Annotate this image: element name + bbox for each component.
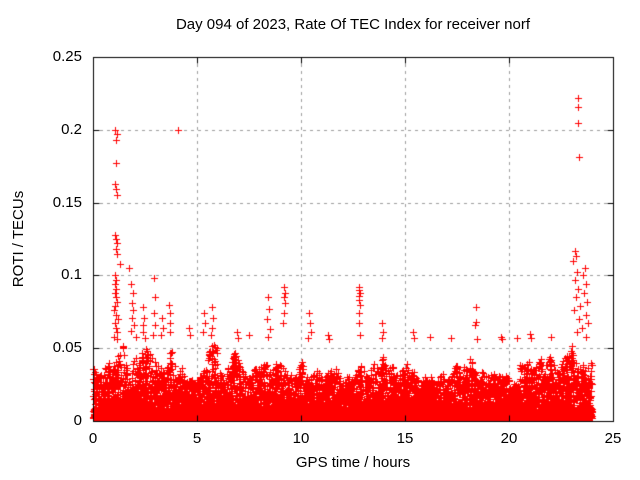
- x-axis-label: GPS time / hours: [295, 454, 411, 471]
- x-tick-label: 25: [604, 430, 622, 447]
- x-tick-label: 10: [292, 430, 310, 447]
- y-tick-label: 0.1: [61, 266, 82, 284]
- x-tick-label: 20: [500, 430, 518, 447]
- y-tick-label: 0.05: [52, 339, 82, 357]
- x-tick-label: 0: [88, 430, 98, 447]
- y-tick-label: 0.15: [52, 193, 82, 211]
- y-tick-label: 0.2: [61, 120, 82, 138]
- x-tick-label: 15: [396, 430, 414, 447]
- y-tick-label: 0: [73, 412, 82, 429]
- x-tick-label: 5: [192, 430, 202, 447]
- chart-title: Day 094 of 2023, Rate Of TEC Index for r…: [175, 16, 531, 33]
- y-tick-label: 0.25: [52, 48, 82, 65]
